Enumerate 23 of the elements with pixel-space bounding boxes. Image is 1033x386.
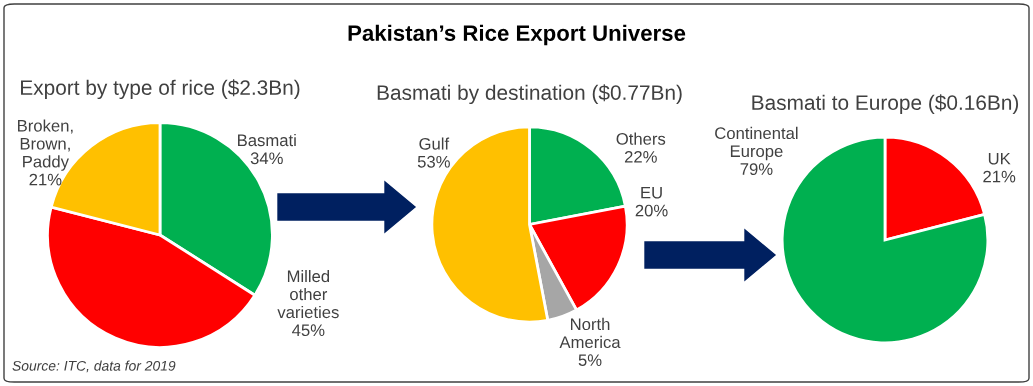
data-label: 21% bbox=[983, 170, 1016, 183]
chart-title: Export by type of rice ($2.3Bn) bbox=[21, 79, 300, 100]
data-label: 20% bbox=[635, 204, 668, 217]
data-label: 53% bbox=[417, 155, 450, 168]
data-label: 34% bbox=[250, 152, 283, 165]
source-note: Source: ITC, data for 2019 bbox=[12, 360, 176, 373]
slice-label: Gulf bbox=[419, 137, 450, 150]
slice-label: Basmati bbox=[238, 133, 296, 147]
slice-label: Milled other varieties bbox=[277, 269, 339, 319]
chart-title: Basmati to Europe ($0.16Bn) bbox=[752, 94, 1019, 115]
slice-label: Continental Europe bbox=[715, 126, 798, 161]
data-label: 21% bbox=[29, 173, 62, 186]
slice-label: UK bbox=[988, 152, 1011, 165]
data-label: 79% bbox=[740, 163, 773, 175]
slice-label: EU bbox=[641, 186, 662, 199]
chart-title: Basmati by destination ($0.77Bn) bbox=[377, 84, 682, 105]
data-label: 5% bbox=[578, 354, 602, 367]
text: Pakistan’s Rice Export Universe bbox=[348, 24, 686, 46]
slice-label: North America bbox=[559, 317, 621, 349]
data-label: 45% bbox=[292, 324, 325, 337]
slice-label: Others bbox=[616, 132, 666, 145]
data-label: 22% bbox=[624, 150, 657, 163]
slice-label: Broken, Brown, Paddy bbox=[18, 119, 73, 171]
